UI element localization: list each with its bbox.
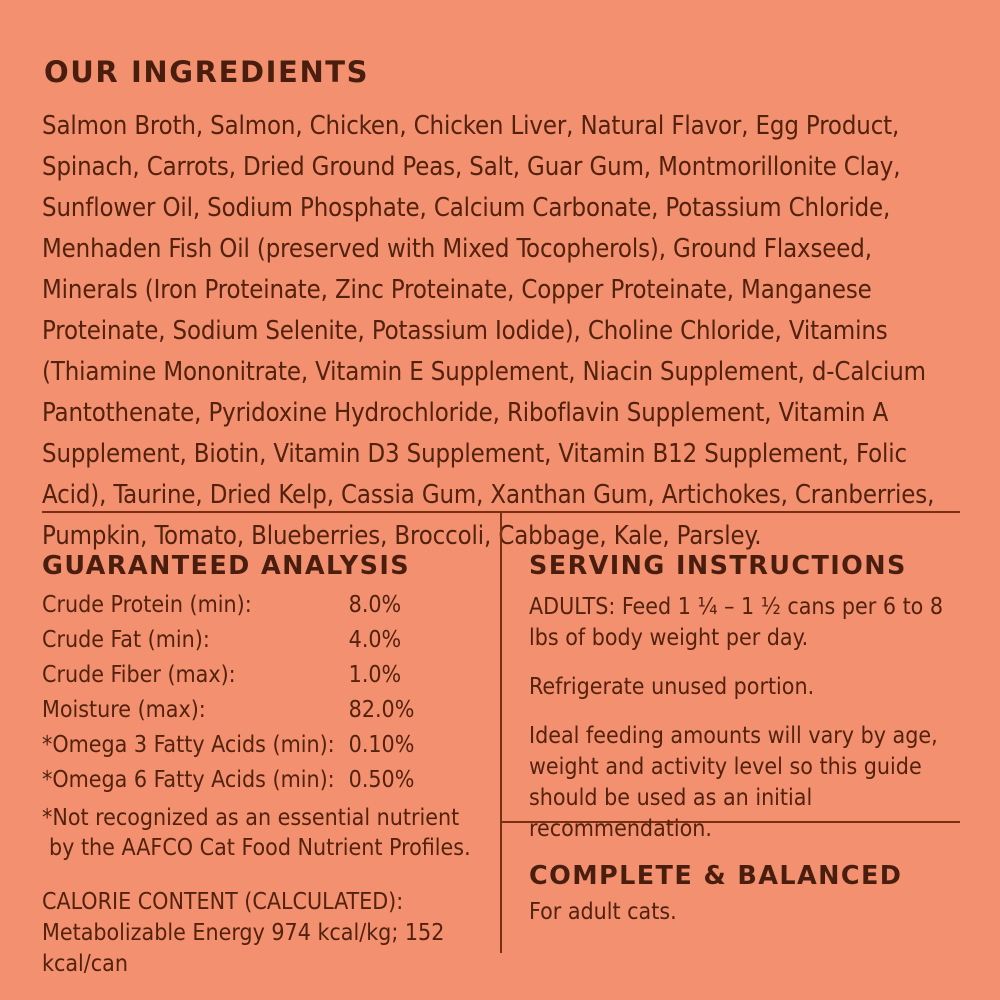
table-row: Crude Fiber (max): 1.0%: [42, 662, 469, 697]
nutrient-value: 82.0%: [348, 697, 415, 724]
ingredients-heading: OUR INGREDIENTS: [44, 55, 370, 90]
nutrient-value: 4.0%: [348, 627, 402, 654]
nutrient-label: *Omega 6 Fatty Acids (min):: [42, 767, 335, 794]
table-row: Moisture (max): 82.0%: [42, 697, 469, 732]
nutrient-label: Moisture (max):: [42, 697, 206, 724]
table-row: Crude Protein (min): 8.0%: [42, 592, 469, 627]
nutrient-value: 1.0%: [348, 662, 402, 689]
calorie-content-block: CALORIE CONTENT (CALCULATED): Metaboliza…: [42, 887, 482, 980]
vertical-column-divider: [500, 513, 502, 953]
aafco-footnote: *Not recognized as an essential nutrient…: [42, 803, 482, 863]
table-row: *Omega 3 Fatty Acids (min): 0.10%: [42, 732, 469, 767]
serving-guidance-paragraph: Ideal feeding amounts will vary by age, …: [529, 723, 938, 843]
nutrient-value: 8.0%: [348, 592, 402, 619]
nutrient-label: Crude Fiber (max):: [42, 662, 236, 689]
complete-and-balanced-section: COMPLETE & BALANCED For adult cats.: [529, 840, 959, 928]
table-row: Crude Fat (min): 4.0%: [42, 627, 469, 662]
calorie-content-heading: CALORIE CONTENT (CALCULATED):: [42, 889, 404, 916]
ingredients-list-text: Salmon Broth, Salmon, Chicken, Chicken L…: [42, 110, 935, 551]
guaranteed-analysis-table: Crude Protein (min): 8.0% Crude Fat (min…: [42, 592, 469, 802]
nutrient-value: 0.10%: [348, 732, 415, 759]
serving-adults-paragraph: ADULTS: Feed 1 ¼ – 1 ½ cans per 6 to 8 l…: [529, 594, 944, 652]
nutrient-label: Crude Protein (min):: [42, 592, 252, 619]
horizontal-divider: [42, 511, 960, 513]
serving-instructions-section: SERVING INSTRUCTIONS ADULTS: Feed 1 ¼ – …: [529, 530, 959, 845]
serving-refrigerate-paragraph: Refrigerate unused portion.: [529, 674, 815, 701]
nutrient-label: *Omega 3 Fatty Acids (min):: [42, 732, 335, 759]
nutrient-label: Crude Fat (min):: [42, 627, 210, 654]
guaranteed-analysis-section: GUARANTEED ANALYSIS Crude Protein (min):…: [42, 530, 482, 980]
guaranteed-analysis-heading: GUARANTEED ANALYSIS: [42, 551, 410, 582]
right-column-inner-divider: [502, 821, 960, 823]
complete-and-balanced-heading: COMPLETE & BALANCED: [529, 861, 903, 892]
nutrient-value: 0.50%: [348, 767, 415, 794]
complete-and-balanced-body: For adult cats.: [529, 899, 677, 926]
table-row: *Omega 6 Fatty Acids (min): 0.50%: [42, 767, 469, 802]
calorie-content-value: Metabolizable Energy 974 kcal/kg; 152 kc…: [42, 920, 445, 978]
serving-instructions-heading: SERVING INSTRUCTIONS: [529, 551, 907, 582]
aafco-footnote-line-2: by the AAFCO Cat Food Nutrient Profiles.: [49, 835, 471, 862]
aafco-footnote-line-1: *Not recognized as an essential nutrient: [42, 805, 460, 832]
